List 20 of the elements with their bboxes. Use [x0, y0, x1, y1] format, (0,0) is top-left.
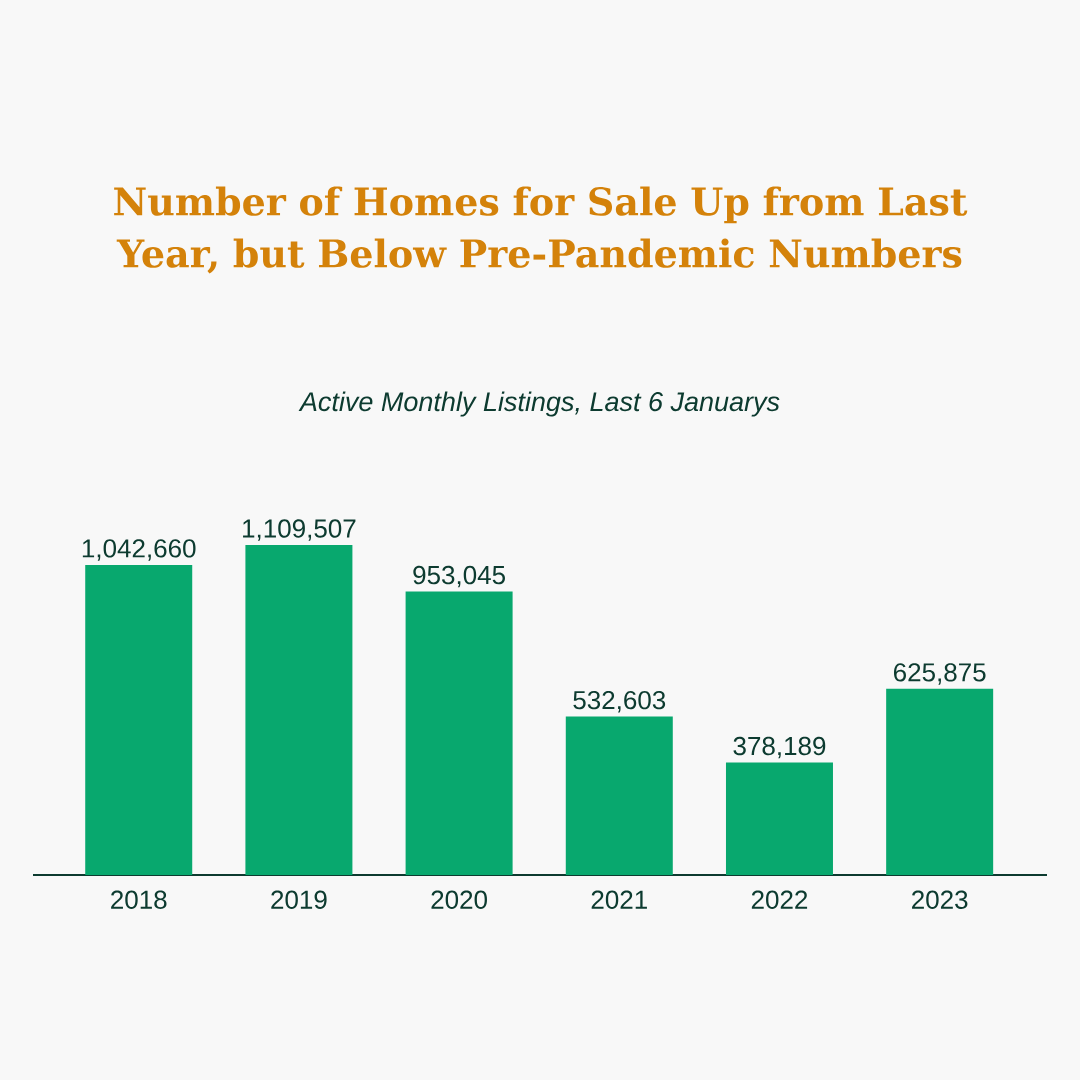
bar: [405, 591, 513, 875]
bar: [85, 564, 193, 875]
x-tick-label: 2019: [271, 890, 327, 909]
bar: [725, 762, 833, 875]
x-tick-label: 2022: [751, 890, 808, 909]
bar: [245, 545, 353, 875]
x-tick-label: 2021: [591, 890, 647, 909]
data-label: 625,875: [893, 663, 986, 685]
data-label: 532,603: [573, 690, 666, 713]
data-label: 953,045: [413, 565, 505, 588]
x-tick-label: 2018: [111, 890, 167, 909]
bar: [886, 688, 994, 875]
x-tick-label: 2020: [431, 890, 487, 909]
data-label: 1,042,660: [82, 539, 196, 561]
chart-subtitle: Active Monthly Listings, Last 6 Januarys: [298, 391, 780, 417]
chart-title: Number of Homes for Sale Up from Last Year, but Below Pre-Pandemic Numbers: [114, 186, 968, 274]
data-label: 1,109,507: [243, 519, 356, 541]
bar: [565, 716, 673, 875]
data-label: 378,189: [733, 736, 826, 759]
x-tick-label: 2023: [912, 890, 968, 909]
